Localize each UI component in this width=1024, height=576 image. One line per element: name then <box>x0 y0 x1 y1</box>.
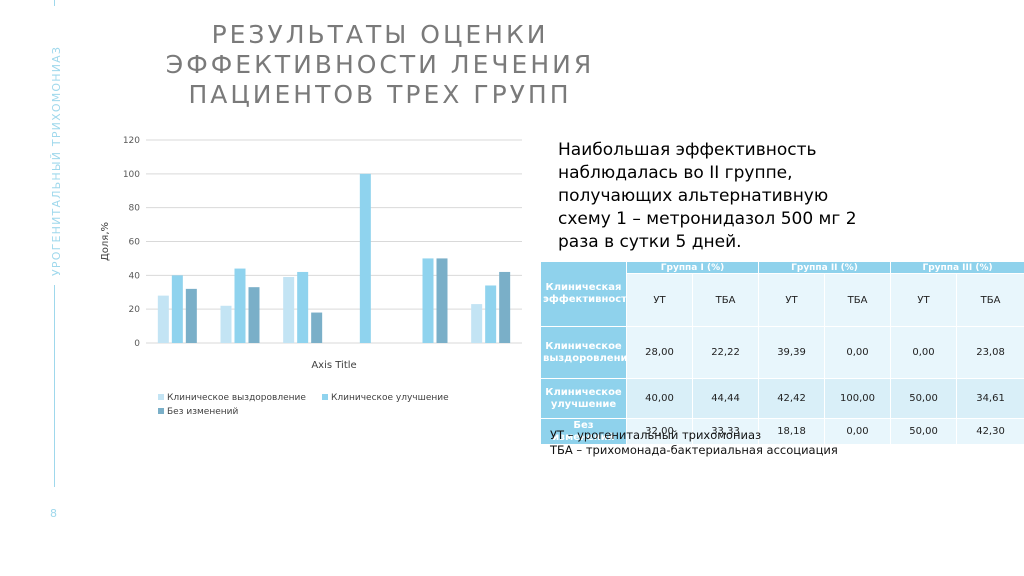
table-row: Клиническое выздоровление 28,00 22,22 39… <box>540 326 1024 379</box>
bar <box>311 312 323 343</box>
bar <box>157 295 169 343</box>
bar <box>422 258 434 343</box>
bar <box>248 287 260 343</box>
group-1-header: Группа I (%) <box>625 261 760 274</box>
bar <box>499 271 511 343</box>
bar-chart: 0 20 40 60 80 100 120 Доля,% Axis Title Клиническ… <box>100 136 522 417</box>
side-rule-top <box>54 0 55 6</box>
table-cell: 50,00 <box>890 378 958 419</box>
table-row: Без изменений 32,00 33,33 18,18 0,00 50,… <box>540 418 1024 445</box>
legend-label: Клиническое улучшение <box>331 393 449 403</box>
table-cell: 39,39 <box>758 326 826 379</box>
abbr-line: УТ – урогенитальный трихомониаз <box>550 428 762 442</box>
bar <box>485 285 497 343</box>
slide-title: РЕЗУЛЬТАТЫ ОЦЕНКИ ЭФФЕКТИВНОСТИ ЛЕЧЕНИЯ … <box>150 20 610 110</box>
bar <box>359 173 371 343</box>
bar <box>297 271 309 343</box>
subheader-ut: УТ <box>890 273 958 327</box>
legend-label: Клиническое выздоровление <box>167 393 306 403</box>
y-tick-label: 60 <box>129 238 141 248</box>
bar <box>234 268 246 343</box>
table-cell: 0,00 <box>824 326 892 379</box>
subheader-tba: ТБА <box>824 273 892 327</box>
y-axis-title: Доля,% <box>100 222 111 261</box>
title-line: ПАЦИЕНТОВ ТРЕХ ГРУПП <box>188 80 572 109</box>
side-rule-bottom <box>54 285 55 487</box>
subheader-tba: ТБА <box>691 273 760 327</box>
table-cell: 40,00 <box>626 378 693 419</box>
bar <box>471 304 483 343</box>
abbreviations-note: УТ – урогенитальный трихомониаз ТБА – тр… <box>550 428 838 458</box>
row-label: Клиническое выздоровление <box>540 326 627 379</box>
abbr-line: ТБА – трихомонада-бактериальная ассоциац… <box>550 443 838 457</box>
bar <box>171 275 183 343</box>
table-corner-header: Клиническая эффективность <box>540 261 627 327</box>
table-cell: 32,00 <box>626 418 693 445</box>
legend-swatch <box>158 394 164 400</box>
bar <box>283 277 295 343</box>
note-line: раза в сутки 5 дней. <box>558 232 742 252</box>
y-tick-label: 20 <box>129 305 141 315</box>
title-line: ЭФФЕКТИВНОСТИ ЛЕЧЕНИЯ <box>165 50 595 79</box>
note-line: Наибольшая эффективность <box>558 140 817 160</box>
table-cell: 34,61 <box>956 378 1024 419</box>
group-2-header: Группа II (%) <box>758 261 892 274</box>
y-tick-label: 40 <box>129 271 141 281</box>
table-cell: 100,00 <box>824 378 892 419</box>
note-line: наблюдалась во II группе, <box>558 163 793 183</box>
table-cell: 23,08 <box>956 326 1024 379</box>
legend-swatch <box>158 408 164 414</box>
y-tick-label: 100 <box>123 170 140 180</box>
note-line: схему 1 – метронидазол 500 мг 2 <box>558 209 857 229</box>
x-axis-title: Axis Title <box>311 360 356 371</box>
table-cell: 0,00 <box>824 418 892 445</box>
bar <box>220 305 232 343</box>
subheader-ut: УТ <box>626 273 693 327</box>
results-table: Клиническая эффективность Группа I (%) Г… <box>540 261 1024 445</box>
y-tick-label: 0 <box>134 339 140 349</box>
side-label: УРОГЕНИТАЛЬНЫЙ ТРИХОМОНИАЗ <box>50 45 63 276</box>
legend-swatch <box>322 394 328 400</box>
legend-label: Без изменений <box>167 407 238 417</box>
table-cell: 50,00 <box>890 418 958 445</box>
page-number: 8 <box>50 507 57 520</box>
y-tick-label: 120 <box>123 136 140 146</box>
table-cell: 33,33 <box>691 418 760 445</box>
title-line: РЕЗУЛЬТАТЫ ОЦЕНКИ <box>211 20 549 49</box>
group-3-header: Группа III (%) <box>890 261 1024 274</box>
table-cell: 28,00 <box>626 326 693 379</box>
bar <box>436 258 448 343</box>
row-label: Клиническое улучшение <box>540 378 627 419</box>
y-tick-label: 80 <box>129 204 141 214</box>
note-line: получающих альтернативную <box>558 186 829 206</box>
table-cell: 42,42 <box>758 378 826 419</box>
table-row: Клиническое улучшение 40,00 44,44 42,42 … <box>540 378 1024 419</box>
table-cell: 18,18 <box>758 418 826 445</box>
row-label: Без изменений <box>540 418 627 445</box>
table-cell: 22,22 <box>691 326 760 379</box>
subheader-ut: УТ <box>758 273 826 327</box>
subheader-tba: ТБА <box>956 273 1024 327</box>
bar <box>185 288 197 343</box>
conclusion-text: Наибольшая эффективность наблюдалась во … <box>558 139 918 254</box>
table-cell: 0,00 <box>890 326 958 379</box>
table-cell: 44,44 <box>691 378 760 419</box>
table-cell: 42,30 <box>956 418 1024 445</box>
